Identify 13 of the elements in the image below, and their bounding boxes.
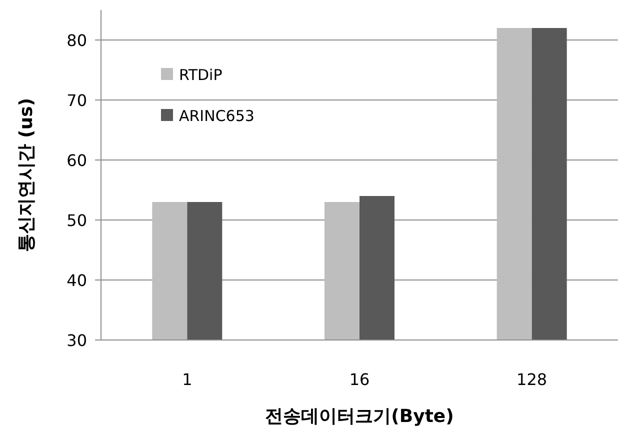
y-tick-label: 60 — [66, 151, 87, 170]
y-tick-label: 80 — [66, 31, 87, 50]
x-axis-title: 전송데이터크기(Byte) — [265, 406, 454, 427]
x-tick-label: 128 — [516, 370, 548, 389]
x-tick-label: 1 — [182, 370, 192, 389]
y-tick-label: 40 — [66, 271, 87, 290]
y-axis-title: 통신지연시간 (us) — [16, 98, 37, 252]
y-tick-label: 30 — [66, 331, 87, 350]
legend-label: ARINC653 — [179, 107, 254, 125]
x-tick-label: 16 — [349, 370, 370, 389]
y-tick-label: 50 — [66, 211, 87, 230]
legend-label: RTDiP — [179, 66, 222, 84]
y-tick-label: 70 — [66, 91, 87, 110]
